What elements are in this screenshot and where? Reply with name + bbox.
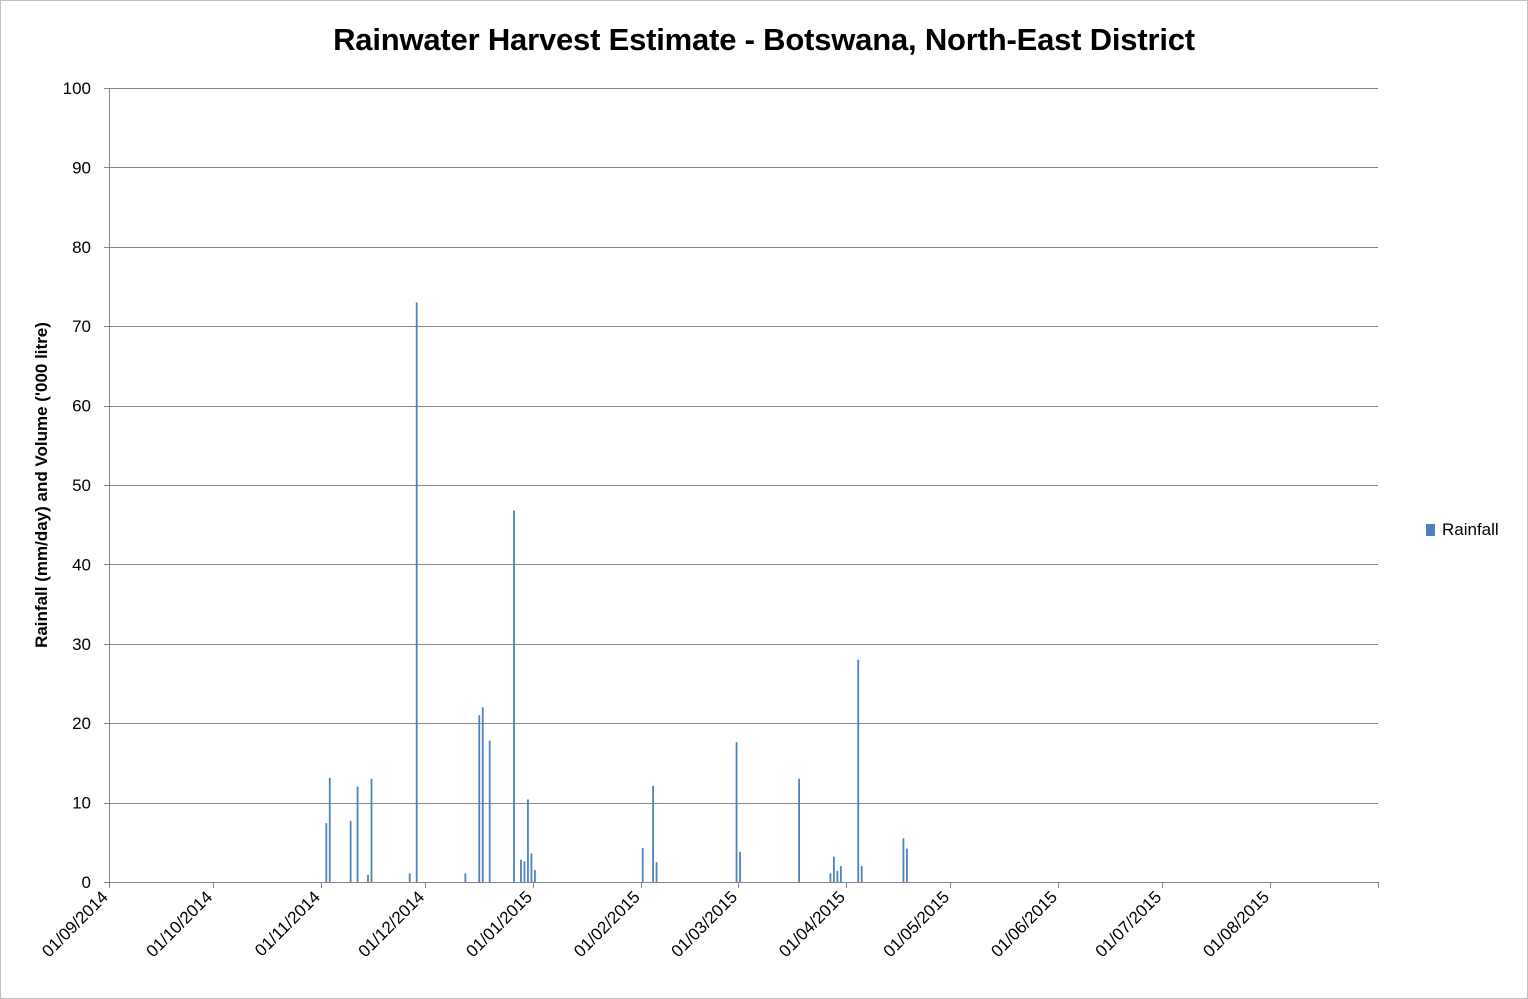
rainfall-bar <box>513 510 515 882</box>
chart-title: Rainwater Harvest Estimate - Botswana, N… <box>333 22 1195 57</box>
rainfall-bar <box>530 853 533 882</box>
x-tick-label: 01/01/2015 <box>462 887 536 961</box>
rainfall-bar <box>325 823 328 882</box>
rainfall-bar <box>370 778 373 882</box>
x-tick-label: 01/09/2014 <box>38 887 112 961</box>
rainfall-bar <box>836 870 839 882</box>
x-tick-label: 01/06/2015 <box>987 887 1061 961</box>
rainfall-bar <box>527 799 529 882</box>
rainfall-bar <box>520 859 522 882</box>
y-tick-label: 70 <box>72 317 91 336</box>
x-tick-label: 01/11/2014 <box>251 887 324 960</box>
x-tick-label: 01/04/2015 <box>775 887 849 961</box>
axes <box>104 88 1379 888</box>
rainfall-bar <box>328 777 331 882</box>
rainfall-bar <box>798 778 801 882</box>
legend-label: Rainfall <box>1442 520 1499 539</box>
bars <box>325 302 908 882</box>
rainfall-bar <box>415 302 418 882</box>
rainfall-bar <box>860 866 863 882</box>
y-tick-label: 0 <box>82 873 91 892</box>
y-tick-label: 50 <box>72 476 91 495</box>
y-tick-label: 30 <box>72 635 91 654</box>
x-tick-labels: 01/09/2014 01/10/2014 01/11/2014 01/12/2014… <box>38 887 1273 961</box>
x-tick-label: 01/07/2015 <box>1092 887 1166 961</box>
y-tick-label: 90 <box>72 158 91 177</box>
rainfall-bar <box>408 873 411 882</box>
y-tick-label: 80 <box>72 238 91 257</box>
rainfall-bar <box>641 847 644 882</box>
legend-swatch <box>1426 524 1435 536</box>
rainfall-bar <box>534 870 536 882</box>
y-tick-label: 20 <box>72 714 91 733</box>
rainfall-bar <box>655 862 658 882</box>
y-tick-label: 60 <box>72 397 91 416</box>
x-tick-label: 01/12/2014 <box>355 887 429 961</box>
legend: Rainfall <box>1426 520 1499 540</box>
rainfall-bar <box>839 866 842 882</box>
rainfall-bar <box>488 740 491 882</box>
rainfall-bar <box>735 742 738 882</box>
y-tick-label: 100 <box>63 79 91 98</box>
x-tick-label: 01/10/2014 <box>143 887 217 961</box>
gridlines <box>109 88 1378 804</box>
rainfall-bar <box>478 715 481 882</box>
rainfall-bar <box>481 707 484 882</box>
x-tick-label: 01/05/2015 <box>880 887 954 961</box>
rainfall-bar <box>902 838 905 882</box>
rainfall-bar <box>464 873 467 882</box>
rainfall-bar <box>829 873 832 882</box>
rainfall-bar <box>832 856 835 882</box>
x-tick-label: 01/02/2015 <box>570 887 644 961</box>
rainfall-bar <box>356 786 359 882</box>
rainfall-bar <box>857 659 860 882</box>
y-tick-label: 10 <box>72 794 91 813</box>
rainfall-bar <box>652 785 655 882</box>
rainfall-bar <box>739 851 741 882</box>
rainfall-bar <box>523 861 526 882</box>
y-tick-labels: 0 10 20 30 40 50 60 70 80 90 100 <box>63 79 91 892</box>
rainfall-bar <box>349 820 352 882</box>
x-tick-label: 01/08/2015 <box>1199 887 1273 961</box>
rainfall-bar <box>906 848 908 882</box>
y-tick-label: 40 <box>72 555 91 574</box>
x-tick-label: 01/03/2015 <box>668 887 742 961</box>
rainfall-bar <box>367 874 369 882</box>
